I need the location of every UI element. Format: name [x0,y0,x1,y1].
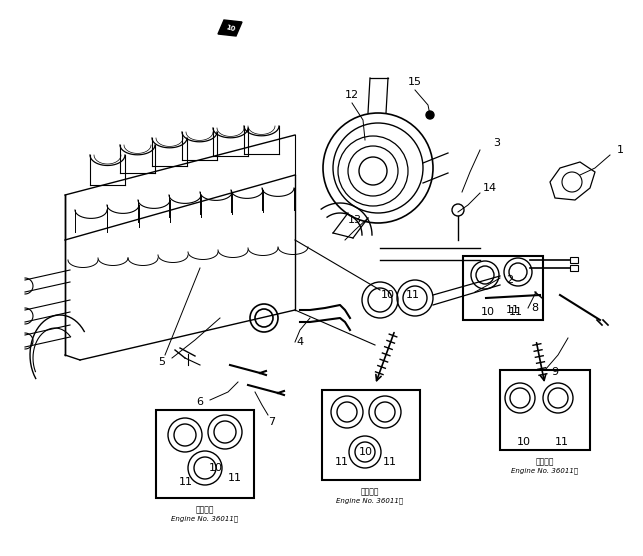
Text: 2: 2 [507,275,514,285]
Text: 10: 10 [209,463,223,473]
Text: 10: 10 [359,447,373,457]
Text: 11: 11 [335,457,349,467]
Text: 10: 10 [224,24,235,32]
Text: 9: 9 [552,367,559,377]
Text: 15: 15 [408,77,422,87]
Polygon shape [218,20,242,36]
Text: 10: 10 [481,307,495,317]
Circle shape [426,111,434,119]
Text: 11: 11 [509,307,523,317]
Text: 6: 6 [197,397,203,407]
Text: 4: 4 [296,337,303,347]
Text: 11: 11 [228,473,242,483]
Text: 14: 14 [483,183,497,193]
Text: 1: 1 [617,145,624,155]
Text: 適用番号: 適用番号 [195,505,214,514]
Text: 11: 11 [179,477,193,487]
Text: 10: 10 [517,437,531,447]
Text: 5: 5 [159,357,165,367]
Text: 11: 11 [555,437,569,447]
Bar [463,256,543,320]
Text: 7: 7 [268,417,276,427]
Bar [570,265,578,271]
Text: 11: 11 [406,290,420,300]
Bar [322,390,420,480]
Text: 適用番号: 適用番号 [361,487,379,496]
Bar [156,410,254,498]
Text: Engine No. 36011～: Engine No. 36011～ [172,515,239,522]
Text: 8: 8 [531,303,539,313]
Text: Engine No. 36011～: Engine No. 36011～ [336,497,404,504]
Text: 11: 11 [383,457,397,467]
Text: 10: 10 [381,290,395,300]
Bar [570,257,578,263]
Text: Engine No. 36011～: Engine No. 36011～ [511,467,579,474]
Text: 13: 13 [348,215,362,225]
Bar [500,370,590,450]
Text: 3: 3 [493,138,500,148]
Text: 適用番号: 適用番号 [536,457,554,466]
Text: 11: 11 [506,305,520,315]
Text: 12: 12 [345,90,359,100]
